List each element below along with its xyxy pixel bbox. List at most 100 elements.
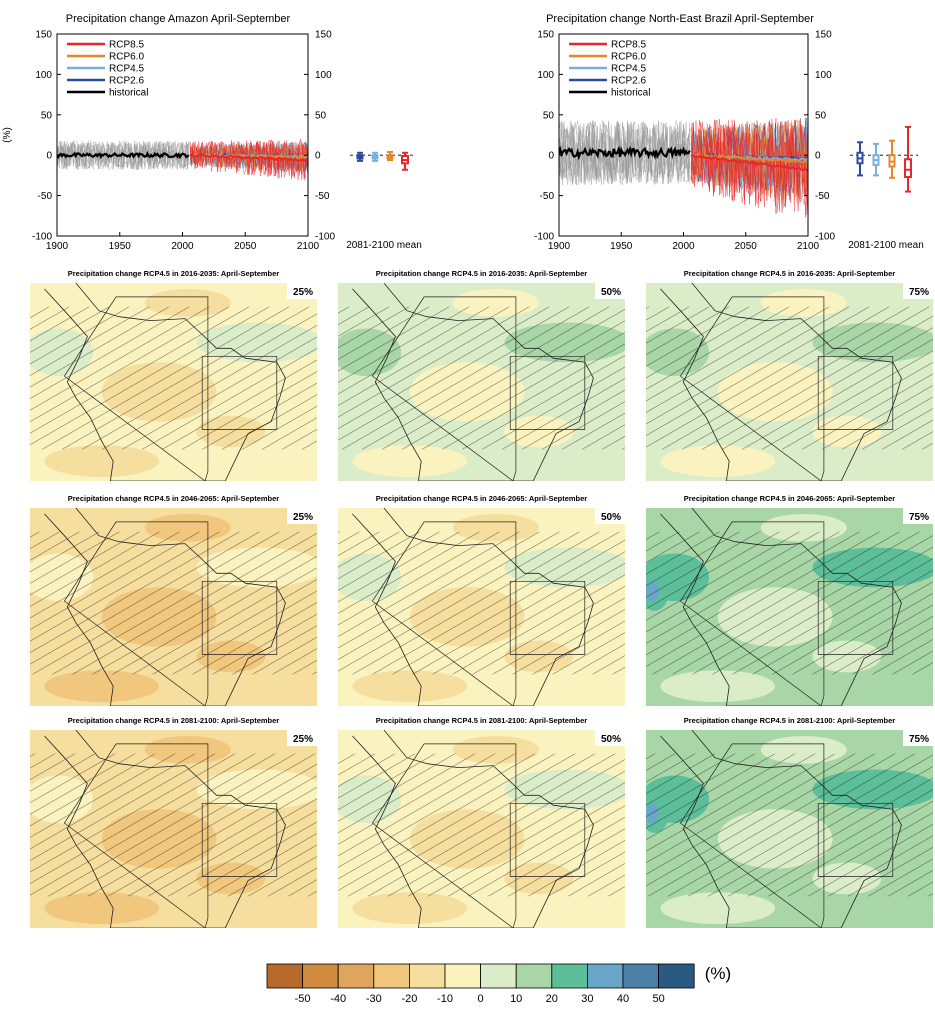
contour-region: [660, 892, 776, 925]
colorbar-swatch: [373, 963, 410, 989]
percentile-badge: [903, 283, 933, 299]
percentile-badge: [903, 508, 933, 524]
map-panel: 75% Precipitation change RCP4.5 in 2081-2…: [646, 716, 933, 928]
percentile-badge: [595, 508, 625, 524]
percentile-label: 25%: [293, 734, 313, 745]
timeseries-chart-ne-brazil: Precipitation change North-East Brazil A…: [534, 13, 924, 252]
map-title: Precipitation change RCP4.5 in 2081-2100…: [684, 716, 896, 725]
y-tick-label-right: 0: [315, 151, 321, 162]
amazon-region-outline: [679, 521, 825, 706]
colorbar-swatch: [658, 963, 695, 989]
y-tick-label: 0: [548, 151, 554, 162]
map-panel: 75% Precipitation change RCP4.5 in 2046-2…: [646, 494, 933, 706]
coastline: [660, 508, 902, 706]
contour-region: [44, 445, 160, 478]
significance-hatching: [646, 306, 933, 450]
percentile-badge: [287, 283, 317, 299]
historical-run-line: [559, 121, 690, 184]
period-mean-boxes: [850, 125, 918, 193]
plot-area: -100 -100 -50 -50 0 0 50 50 100 100 150 150 1900 1950…: [32, 30, 335, 253]
ne-brazil-region-outline: [817, 580, 894, 655]
percentile-label: 75%: [909, 287, 929, 298]
colorbar-tick-label: 40: [617, 993, 629, 1005]
map-panel: 25% Precipitation change RCP4.5 in 2046-2…: [30, 494, 317, 706]
legend-entry: RCP2.6: [109, 76, 144, 87]
map-title: Precipitation change RCP4.5 in 2081-2100…: [376, 716, 588, 725]
contour-region: [44, 670, 160, 703]
y-tick-label: -50: [540, 191, 555, 202]
percentile-label: 25%: [293, 512, 313, 523]
y-tick-label: 100: [35, 70, 52, 81]
historical-run-line: [559, 122, 690, 186]
x-tick-label: 1950: [610, 241, 633, 252]
coastline: [352, 508, 594, 706]
y-tick-label-right: 100: [815, 70, 832, 81]
colorbar-swatch: [266, 963, 303, 989]
y-tick-label-right: -100: [815, 232, 835, 243]
colorbar-swatch: [408, 963, 446, 989]
series-run-line: [690, 119, 808, 214]
x-tick-label: 1900: [548, 241, 571, 252]
percentile-label: 50%: [601, 734, 621, 745]
x-tick-label: 2000: [672, 241, 695, 252]
colorbar-tick-label: -20: [401, 993, 417, 1005]
colorbar-tick-label: 50: [652, 993, 664, 1005]
percentile-label: 50%: [601, 287, 621, 298]
y-tick-label: 0: [46, 151, 52, 162]
colorbar-tick-label: 0: [478, 993, 484, 1005]
plot-area: -100 -100 -50 -50 0 0 50 50 100 100 150 150 1900 1950…: [534, 30, 835, 253]
colorbar-tick-label: 30: [581, 993, 593, 1005]
y-tick-label: 150: [35, 30, 52, 41]
series-run-line: [690, 118, 808, 216]
percentile-label: 75%: [909, 734, 929, 745]
colorbar-unit: (%): [705, 964, 731, 983]
colorbar-swatch: [587, 963, 624, 989]
series-mean-line: [690, 153, 808, 172]
map-panel: 50% Precipitation change RCP4.5 in 2081-2…: [338, 716, 625, 928]
legend-entry: historical: [109, 88, 148, 99]
percentile-badge: [903, 730, 933, 746]
significance-hatching: [30, 753, 317, 897]
y-tick-label: -100: [534, 232, 554, 243]
colorbar-tick-label: 10: [510, 993, 522, 1005]
ne-brazil-region-outline: [509, 580, 586, 655]
y-tick-label: 50: [543, 110, 555, 121]
percentile-badge: [287, 730, 317, 746]
percentile-label: 75%: [909, 512, 929, 523]
legend-entry: RCP8.5: [611, 40, 646, 51]
amazon-region-outline: [371, 296, 517, 481]
x-tick-label: 1950: [109, 241, 132, 252]
contour-region: [352, 670, 468, 703]
colorbar-tick-label: -30: [366, 993, 382, 1005]
y-tick-label-right: 150: [815, 30, 832, 41]
y-tick-label: 50: [41, 110, 53, 121]
x-tick-label: 2050: [735, 241, 758, 252]
map-title: Precipitation change RCP4.5 in 2016-2035…: [68, 269, 280, 278]
x-tick-label: 2000: [171, 241, 194, 252]
significance-hatching: [338, 306, 625, 450]
legend-entry: RCP8.5: [109, 40, 144, 51]
colorbar-swatch: [622, 963, 659, 989]
colorbar-tick-label: -50: [295, 993, 311, 1005]
map-title: Precipitation change RCP4.5 in 2016-2035…: [376, 269, 588, 278]
series-run-line: [690, 118, 808, 218]
colorbar-swatch: [302, 963, 339, 989]
ne-brazil-region-outline: [817, 355, 894, 430]
y-tick-label: -100: [32, 232, 52, 243]
plot-frame: [56, 33, 309, 237]
series-mean-line: [189, 152, 308, 163]
y-tick-label-right: 50: [815, 110, 827, 121]
colorbar-tick-label: -10: [437, 993, 453, 1005]
legend-entry: RCP2.6: [611, 76, 646, 87]
historical-run-line: [57, 141, 190, 170]
amazon-region-outline: [63, 296, 209, 481]
box-iqr: [904, 158, 912, 179]
timeseries-chart-amazon: Precipitation change Amazon April-Septem…: [2, 13, 422, 252]
colorbar-swatch: [480, 963, 517, 989]
x-tick-label: 2050: [234, 241, 257, 252]
y-axis-label: (%): [2, 127, 13, 143]
colorbar: (%) -50 -40 -30 -20 -10 0 10 20 30 40 50: [266, 963, 731, 1005]
x-tick-label: 2100: [797, 241, 820, 252]
